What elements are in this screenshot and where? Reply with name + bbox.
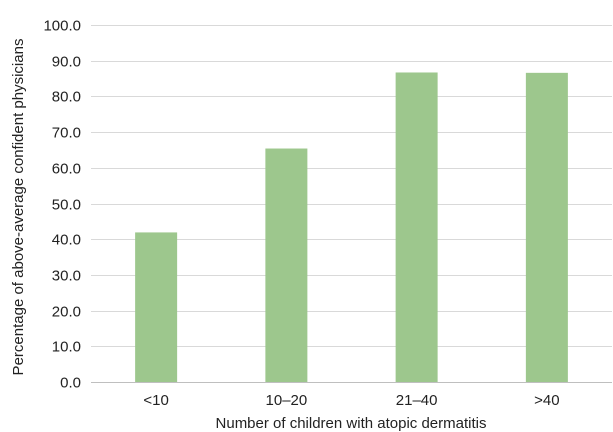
- y-tick-label: 20.0: [52, 304, 81, 321]
- y-tick-label: 100.0: [43, 18, 81, 35]
- y-tick-label: 0.0: [60, 375, 81, 392]
- x-tick-label: <10: [143, 392, 168, 409]
- y-tick-label: 40.0: [52, 232, 81, 249]
- y-tick-label: 70.0: [52, 125, 81, 142]
- y-axis-title: Percentage of above-average confident ph…: [10, 39, 27, 376]
- bar-2: [395, 72, 438, 382]
- y-tick-label: 80.0: [52, 89, 81, 106]
- bar-0: [135, 232, 178, 382]
- x-tick-label: 21–40: [396, 392, 438, 409]
- axes: 0.0 10.0 20.0 30.0 40.0 50.0 60.0 70.0 80.0 90.0 1…: [43, 18, 612, 409]
- bar-1: [265, 148, 308, 382]
- y-tick-label: 50.0: [52, 197, 81, 214]
- x-tick-label: 10–20: [266, 392, 308, 409]
- y-tick-label: 60.0: [52, 161, 81, 178]
- y-tick-label: 30.0: [52, 268, 81, 285]
- y-tick-label: 90.0: [52, 54, 81, 71]
- bars: [135, 72, 568, 382]
- x-axis-title: Number of children with atopic dermatiti…: [216, 415, 487, 432]
- gridlines: [91, 25, 612, 347]
- y-tick-label: 10.0: [52, 339, 81, 356]
- x-tick-label: >40: [534, 392, 559, 409]
- bar-3: [525, 72, 568, 382]
